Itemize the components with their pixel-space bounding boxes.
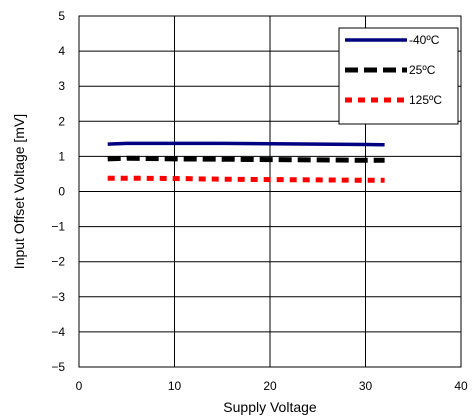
y-tick-label: −1 — [51, 220, 65, 234]
y-tick-labels: 5 4 3 2 1 0 −1 −2 −3 −4 −5 — [51, 9, 65, 374]
y-tick-label: −3 — [51, 290, 65, 304]
legend-label: 125ºC — [409, 93, 442, 107]
legend: -40ºC 25ºC 125ºC — [338, 27, 459, 125]
y-tick-label: 5 — [58, 9, 65, 23]
plot-frame — [78, 15, 462, 368]
x-tick-label: 30 — [359, 379, 373, 393]
series-group — [107, 141, 385, 183]
x-tick-label: 0 — [76, 379, 83, 393]
y-tick-label: −5 — [51, 360, 65, 374]
x-axis-label: Supply Voltage — [223, 399, 317, 415]
x-tick-label: 10 — [168, 379, 182, 393]
legend-label: -40ºC — [409, 33, 440, 47]
x-tick-label: 40 — [454, 379, 468, 393]
y-axis-label: Input Offset Voltage [mV] — [11, 114, 27, 269]
series-line-2 — [107, 175, 385, 183]
y-tick-label: −2 — [51, 255, 65, 269]
legend-label: 25ºC — [409, 63, 436, 77]
legend-box — [338, 27, 459, 125]
x-tick-labels: 0 10 20 30 40 — [76, 379, 468, 393]
series-line-0 — [107, 141, 385, 147]
y-tick-label: 1 — [58, 149, 65, 163]
y-tick-label: 2 — [58, 114, 65, 128]
series-line-1 — [107, 155, 385, 163]
x-tick-label: 20 — [263, 379, 277, 393]
y-tick-label: 4 — [58, 44, 65, 58]
y-tick-label: 3 — [58, 79, 65, 93]
y-tick-label: −4 — [51, 325, 65, 339]
y-tick-label: 0 — [58, 185, 65, 199]
